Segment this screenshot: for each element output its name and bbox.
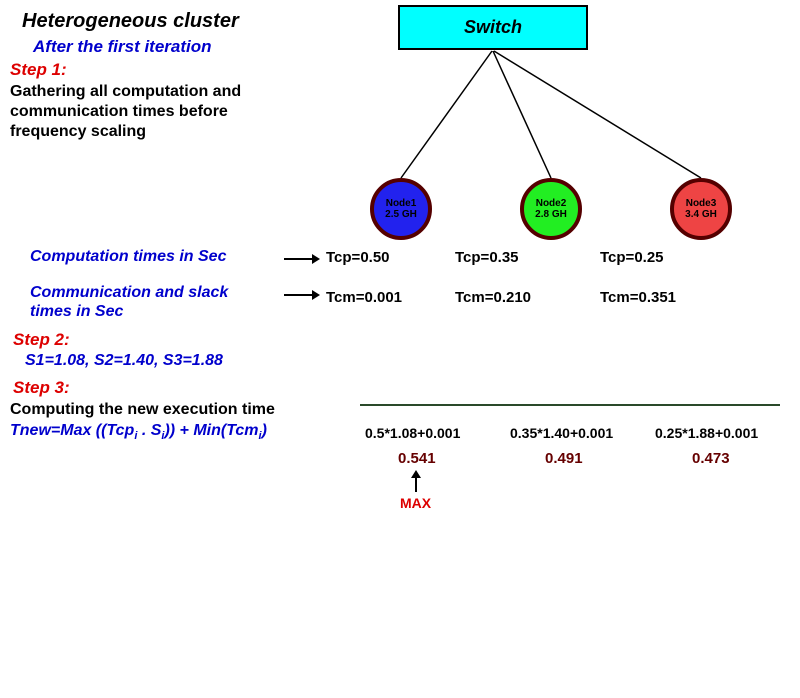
formula-mid1: . S: [137, 422, 161, 439]
node2-circle: Node2 2.8 GH: [520, 178, 582, 240]
node3-freq: 3.4 GH: [685, 209, 717, 221]
divider-line: [360, 404, 780, 406]
switch-box: Switch: [398, 5, 588, 50]
node3-tcp: Tcp=0.25: [600, 249, 664, 266]
node2-tcm: Tcm=0.210: [455, 289, 531, 306]
node1-freq: 2.5 GH: [385, 209, 417, 221]
node2-freq: 2.8 GH: [535, 209, 567, 221]
node1-name: Node1: [386, 198, 417, 210]
step3-formula: Tnew=Max ((Tcpi . Si)) + Min(Tcmi): [10, 422, 267, 442]
node3-circle: Node3 3.4 GH: [670, 178, 732, 240]
node1-tcp: Tcp=0.50: [326, 249, 390, 266]
calc3-expr: 0.25*1.88+0.001: [655, 425, 758, 441]
calc2-res: 0.491: [545, 450, 583, 467]
step2-label: Step 2:: [13, 330, 70, 350]
comp-times-label: Computation times in Sec: [30, 248, 226, 266]
node2-tcp: Tcp=0.35: [455, 249, 519, 266]
calc3-res: 0.473: [692, 450, 730, 467]
switch-label: Switch: [464, 17, 522, 37]
page-subtitle: After the first iteration: [33, 37, 212, 57]
comm-arrow-icon: [282, 286, 322, 304]
step1-label: Step 1:: [10, 60, 67, 80]
comp-arrow-icon: [282, 250, 322, 268]
max-label: MAX: [400, 495, 431, 511]
calc1-res: 0.541: [398, 450, 436, 467]
step2-values: S1=1.08, S2=1.40, S3=1.88: [25, 352, 223, 370]
formula-mid2: )) + Min(Tcm: [164, 422, 258, 439]
node1-tcm: Tcm=0.001: [326, 289, 402, 306]
comm-times-label: Communication and slack times in Sec: [30, 283, 228, 321]
formula-end: ): [262, 422, 267, 439]
calc2-expr: 0.35*1.40+0.001: [510, 425, 613, 441]
node1-circle: Node1 2.5 GH: [370, 178, 432, 240]
step3-label: Step 3:: [13, 378, 70, 398]
step1-desc: Gathering all computation and communicat…: [10, 82, 241, 142]
calc1-expr: 0.5*1.08+0.001: [365, 425, 460, 441]
max-arrow-icon: [408, 470, 424, 494]
node3-tcm: Tcm=0.351: [600, 289, 676, 306]
step3-desc: Computing the new execution time: [10, 400, 275, 420]
node3-name: Node3: [686, 198, 717, 210]
page-title: Heterogeneous cluster: [22, 10, 239, 33]
node2-name: Node2: [536, 198, 567, 210]
formula-pre: Tnew=Max ((Tcp: [10, 422, 134, 439]
